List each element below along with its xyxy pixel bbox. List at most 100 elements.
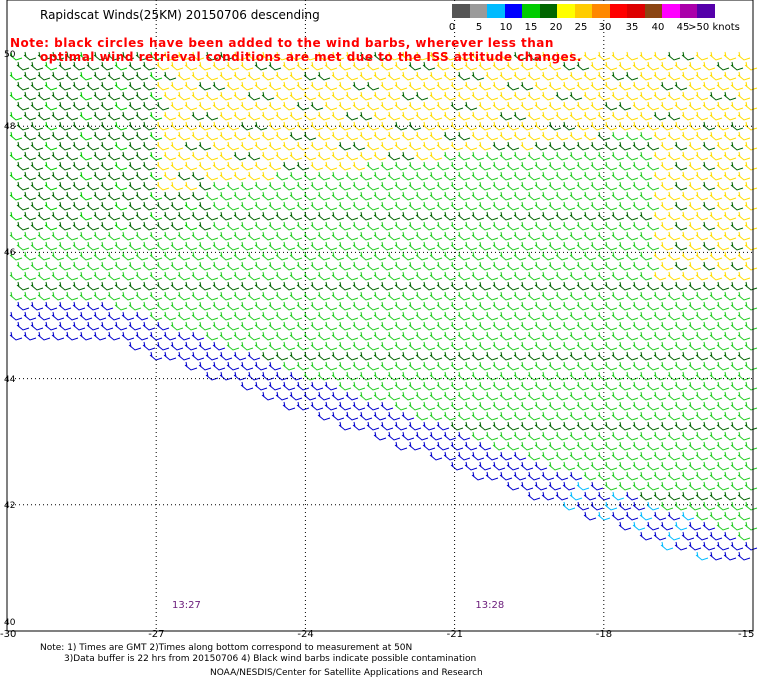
wind-barb bbox=[51, 91, 65, 101]
wind-barb bbox=[387, 91, 401, 101]
wind-barb bbox=[373, 311, 387, 321]
wind-barb bbox=[625, 71, 639, 81]
wind-barb bbox=[485, 451, 499, 461]
wind-barb bbox=[205, 151, 219, 161]
wind-barb bbox=[513, 91, 527, 101]
wind-barb bbox=[506, 361, 520, 371]
wind-barb bbox=[100, 201, 114, 211]
wind-barb bbox=[422, 141, 436, 151]
wind-barb bbox=[310, 201, 324, 211]
wind-barb bbox=[674, 81, 688, 91]
wind-barb bbox=[296, 261, 310, 271]
wind-barb bbox=[429, 51, 443, 61]
wind-barb bbox=[247, 331, 261, 341]
wind-barb bbox=[317, 251, 331, 261]
wind-barb bbox=[338, 301, 352, 311]
wind-barb bbox=[107, 211, 121, 221]
wind-barb bbox=[527, 111, 541, 121]
lon-tick-label: -18 bbox=[595, 629, 613, 640]
wind-barb bbox=[723, 471, 737, 481]
wind-barb bbox=[667, 171, 681, 181]
wind-barb bbox=[709, 111, 723, 121]
wind-barb bbox=[534, 281, 548, 291]
wind-barb bbox=[464, 241, 478, 251]
wind-barb bbox=[135, 51, 149, 61]
wind-barb bbox=[646, 441, 660, 451]
wind-barb bbox=[359, 131, 373, 141]
wind-barb bbox=[16, 281, 30, 291]
wind-barb bbox=[541, 131, 555, 141]
lon-tick-label: -21 bbox=[446, 629, 463, 640]
wind-barb bbox=[562, 461, 576, 471]
wind-barb bbox=[695, 211, 709, 221]
wind-barb bbox=[450, 261, 464, 271]
wind-barb bbox=[247, 131, 261, 141]
wind-barb bbox=[450, 61, 464, 71]
wind-barb bbox=[128, 301, 142, 311]
wind-barb bbox=[681, 51, 695, 61]
wind-barb bbox=[562, 301, 576, 311]
wind-barb bbox=[79, 111, 93, 121]
wind-barb bbox=[457, 291, 471, 301]
wind-barb bbox=[443, 271, 457, 281]
wind-barb bbox=[163, 211, 177, 221]
wind-barb bbox=[660, 361, 674, 371]
wind-barb bbox=[422, 221, 436, 231]
wind-barb bbox=[667, 191, 681, 201]
wind-barb bbox=[478, 121, 492, 131]
wind-barb bbox=[695, 191, 709, 201]
wind-barb bbox=[716, 101, 730, 111]
wind-barb bbox=[583, 271, 597, 281]
wind-barb bbox=[121, 331, 135, 341]
wind-barb bbox=[681, 431, 695, 441]
wind-barb bbox=[569, 131, 583, 141]
wind-barb bbox=[506, 81, 520, 91]
wind-barb bbox=[646, 141, 660, 151]
legend-swatch bbox=[452, 4, 470, 18]
wind-barb bbox=[639, 351, 653, 361]
wind-barb bbox=[289, 331, 303, 341]
wind-barb bbox=[555, 231, 569, 241]
wind-barb bbox=[471, 331, 485, 341]
wind-barb bbox=[373, 51, 387, 61]
wind-barb bbox=[632, 361, 646, 371]
wind-barb bbox=[590, 241, 604, 251]
wind-barb bbox=[198, 241, 212, 251]
wind-barb bbox=[184, 341, 198, 351]
wind-barb bbox=[702, 161, 716, 171]
wind-barb bbox=[324, 61, 338, 71]
wind-barb bbox=[744, 421, 758, 431]
wind-barb bbox=[534, 221, 548, 231]
wind-barb bbox=[261, 291, 275, 301]
wind-barb bbox=[415, 191, 429, 201]
wind-barb bbox=[737, 311, 751, 321]
wind-barb bbox=[366, 181, 380, 191]
wind-barb bbox=[289, 211, 303, 221]
wind-barb bbox=[702, 261, 716, 271]
wind-barb bbox=[436, 361, 450, 371]
wind-barb bbox=[359, 71, 373, 81]
wind-barb bbox=[394, 421, 408, 431]
wind-barb bbox=[562, 261, 576, 271]
wind-barb bbox=[394, 261, 408, 271]
wind-barb bbox=[485, 51, 499, 61]
wind-barb bbox=[16, 161, 30, 171]
wind-barb bbox=[506, 181, 520, 191]
wind-barb bbox=[366, 161, 380, 171]
wind-barb bbox=[723, 431, 737, 441]
wind-barb bbox=[639, 231, 653, 241]
wind-barb bbox=[37, 111, 51, 121]
wind-barb bbox=[625, 511, 639, 521]
wind-barb bbox=[170, 281, 184, 291]
wind-barb bbox=[695, 291, 709, 301]
wind-barb bbox=[289, 351, 303, 361]
wind-barb bbox=[611, 131, 625, 141]
wind-barb bbox=[247, 311, 261, 321]
wind-barb bbox=[65, 191, 79, 201]
wind-barb bbox=[590, 481, 604, 491]
wind-barb bbox=[443, 431, 457, 441]
wind-barb bbox=[576, 61, 590, 71]
wind-barb bbox=[142, 121, 156, 131]
wind-barb bbox=[667, 231, 681, 241]
wind-barb bbox=[583, 171, 597, 181]
